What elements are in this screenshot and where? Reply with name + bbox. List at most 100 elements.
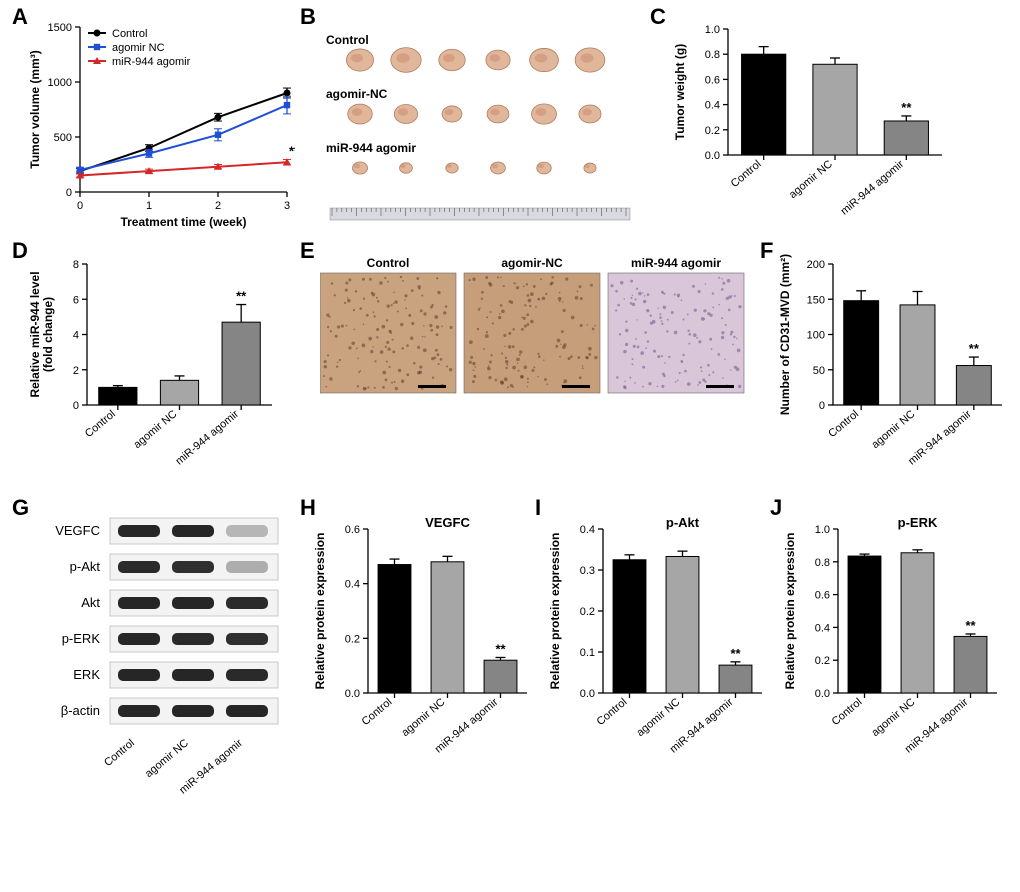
svg-text:p-ERK: p-ERK <box>898 515 938 530</box>
svg-text:p-ERK: p-ERK <box>62 631 101 646</box>
svg-text:Relative protein expression: Relative protein expression <box>548 533 562 690</box>
svg-text:Akt: Akt <box>81 595 100 610</box>
svg-text:miR-944 agomir: miR-944 agomir <box>326 141 416 155</box>
svg-text:0: 0 <box>73 400 79 412</box>
svg-text:miR-944 agomir: miR-944 agomir <box>112 56 191 68</box>
svg-text:Control: Control <box>826 408 861 440</box>
svg-text:p-Akt: p-Akt <box>666 515 700 530</box>
svg-text:agomir NC: agomir NC <box>399 696 447 739</box>
svg-text:β-actin: β-actin <box>61 703 100 718</box>
svg-text:2: 2 <box>73 365 79 377</box>
panel-a-chart: 0500100015000123Treatment time (week)Tum… <box>25 15 295 230</box>
svg-text:Control: Control <box>595 696 630 728</box>
svg-text:0.0: 0.0 <box>705 150 720 162</box>
svg-text:miR-944 agomir: miR-944 agomir <box>173 408 241 468</box>
svg-text:Relative protein expression: Relative protein expression <box>313 533 327 690</box>
svg-text:0.4: 0.4 <box>705 100 720 112</box>
svg-text:VEGFC: VEGFC <box>425 515 470 530</box>
svg-text:0: 0 <box>66 187 72 199</box>
svg-text:agomir NC: agomir NC <box>787 158 835 201</box>
panel-label-b: B <box>300 4 316 30</box>
svg-text:agomir NC: agomir NC <box>869 408 917 451</box>
svg-text:0.2: 0.2 <box>580 606 595 618</box>
svg-text:0.8: 0.8 <box>705 49 720 61</box>
svg-text:0.0: 0.0 <box>345 688 360 700</box>
svg-text:agomir NC: agomir NC <box>112 42 165 54</box>
svg-text:agomir NC: agomir NC <box>143 737 191 780</box>
svg-text:Tumor volume (mm³): Tumor volume (mm³) <box>28 50 42 168</box>
panel-e-histology: Control agomir-NC miR-944 agomir <box>320 255 750 415</box>
svg-text:100: 100 <box>807 330 825 342</box>
svg-text:1.0: 1.0 <box>815 524 830 536</box>
svg-text:**: ** <box>495 641 506 656</box>
svg-text:**: ** <box>901 100 912 115</box>
svg-text:Tumor weight (g): Tumor weight (g) <box>673 44 687 140</box>
svg-text:0: 0 <box>77 200 83 212</box>
svg-text:miR-944 agomir: miR-944 agomir <box>631 256 721 270</box>
svg-text:**: ** <box>969 341 980 356</box>
svg-text:Relative miR-944 level: Relative miR-944 level <box>28 271 42 397</box>
panel-c-chart: 0.0 0.2 0.4 0.6 0.8 1.0 Tumor weight (g) Contro… <box>670 15 950 240</box>
svg-text:0.6: 0.6 <box>705 74 720 86</box>
svg-text:0.2: 0.2 <box>705 125 720 137</box>
svg-text:0.0: 0.0 <box>580 688 595 700</box>
panel-b-photo: Control agomir-NC miR-944 agomir <box>320 20 640 225</box>
svg-text:0.1: 0.1 <box>580 647 595 659</box>
panel-g-blot: VEGFC p-Akt Akt p-ERK ERK β-actin Controlagomi… <box>20 510 295 885</box>
svg-text:agomir NC: agomir NC <box>634 696 682 739</box>
svg-text:**: ** <box>236 289 247 304</box>
svg-text:8: 8 <box>73 259 79 271</box>
svg-text:0.0: 0.0 <box>815 688 830 700</box>
svg-text:**: ** <box>965 618 976 633</box>
svg-text:3: 3 <box>284 200 290 212</box>
svg-text:0.4: 0.4 <box>345 579 360 591</box>
panel-label-i: I <box>535 495 541 521</box>
svg-text:0.6: 0.6 <box>345 524 360 536</box>
svg-text:**: ** <box>730 646 741 661</box>
svg-text:0.4: 0.4 <box>580 524 595 536</box>
svg-text:Control: Control <box>326 33 369 47</box>
svg-text:Control: Control <box>830 696 865 728</box>
svg-text:agomir-NC: agomir-NC <box>501 256 563 270</box>
svg-text:0.4: 0.4 <box>815 622 830 634</box>
svg-text:**: ** <box>289 144 295 159</box>
panel-label-c: C <box>650 4 666 30</box>
svg-text:4: 4 <box>73 330 79 342</box>
svg-text:0.2: 0.2 <box>345 633 360 645</box>
svg-text:agomir-NC: agomir-NC <box>326 87 388 101</box>
svg-text:1: 1 <box>146 200 152 212</box>
svg-text:miR-944 agomir: miR-944 agomir <box>839 158 907 218</box>
svg-text:Treatment time (week): Treatment time (week) <box>120 215 246 229</box>
svg-text:1.0: 1.0 <box>705 24 720 36</box>
svg-text:2: 2 <box>215 200 221 212</box>
svg-text:6: 6 <box>73 294 79 306</box>
svg-text:0.6: 0.6 <box>815 590 830 602</box>
svg-text:50: 50 <box>813 365 825 377</box>
panel-d-chart: 0 2 4 6 8 Relative miR-944 level(fold change)… <box>25 250 280 490</box>
panel-i-chart: 0.0 0.1 0.2 0.3 0.4 Relative protein expressi… <box>545 505 770 785</box>
svg-text:(fold change): (fold change) <box>41 297 55 372</box>
svg-text:Control: Control <box>83 408 118 440</box>
svg-text:200: 200 <box>807 259 825 271</box>
svg-text:0: 0 <box>819 400 825 412</box>
svg-text:Control: Control <box>102 737 137 769</box>
svg-text:0.8: 0.8 <box>815 557 830 569</box>
svg-text:VEGFC: VEGFC <box>55 523 100 538</box>
svg-text:Control: Control <box>360 696 395 728</box>
svg-text:Number of CD31-MVD (mm²): Number of CD31-MVD (mm²) <box>778 254 792 415</box>
svg-text:0.2: 0.2 <box>815 655 830 667</box>
svg-text:Control: Control <box>729 158 764 190</box>
svg-text:agomir NC: agomir NC <box>131 408 179 451</box>
svg-text:150: 150 <box>807 294 825 306</box>
svg-text:500: 500 <box>54 132 72 144</box>
svg-text:Control: Control <box>112 28 147 40</box>
svg-text:0.3: 0.3 <box>580 565 595 577</box>
panel-j-chart: 0.00.20.40.60.81.0Relative protein expre… <box>780 505 1005 785</box>
svg-text:1500: 1500 <box>48 22 72 34</box>
svg-text:agomir NC: agomir NC <box>869 696 917 739</box>
panel-label-e: E <box>300 238 315 264</box>
svg-text:Control: Control <box>367 256 410 270</box>
svg-text:ERK: ERK <box>73 667 100 682</box>
svg-text:p-Akt: p-Akt <box>70 559 101 574</box>
panel-h-chart: 0.0 0.2 0.4 0.6 Relative protein expression V… <box>310 505 535 785</box>
